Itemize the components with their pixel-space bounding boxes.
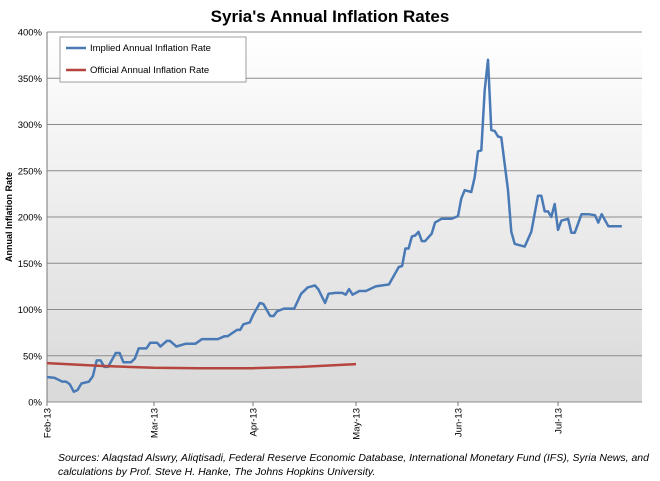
x-tick-label: May-13 bbox=[352, 408, 363, 440]
y-tick-label: 150% bbox=[18, 259, 43, 270]
legend-label-official: Official Annual Inflation Rate bbox=[90, 65, 209, 76]
source-note: Sources: Alaqstad Alswry, Aliqtisadi, Fe… bbox=[58, 452, 649, 478]
chart-title: Syria's Annual Inflation Rates bbox=[211, 7, 450, 26]
y-tick-label: 50% bbox=[23, 351, 43, 362]
y-tick-label: 400% bbox=[18, 28, 43, 39]
series-implied-inflation-line bbox=[46, 58, 622, 394]
y-axis-label: Annual Inflation Rate bbox=[4, 172, 14, 262]
y-tick-label: 200% bbox=[18, 213, 43, 224]
legend-label-implied: Implied Annual Inflation Rate bbox=[90, 43, 211, 54]
legend: Implied Annual Inflation Rate Official A… bbox=[59, 36, 247, 83]
y-tick-label: 0% bbox=[28, 398, 42, 409]
x-tick-label: Feb-13 bbox=[43, 408, 54, 438]
series-official-inflation-line bbox=[46, 361, 357, 370]
y-tick-label: 100% bbox=[18, 305, 43, 316]
x-axis-ticks: Feb-13 Mar-13 Apr-13 May-13 Jun-13 Jul-13 bbox=[43, 402, 565, 440]
y-tick-label: 300% bbox=[18, 120, 43, 131]
x-tick-label: Mar-13 bbox=[150, 408, 161, 438]
x-tick-label: Apr-13 bbox=[249, 408, 260, 437]
y-tick-label: 250% bbox=[18, 166, 43, 177]
y-tick-label: 350% bbox=[18, 74, 43, 85]
x-tick-label: Jun-13 bbox=[454, 408, 465, 437]
y-axis-ticks: 0% 50% 100% 150% 200% 250% 300% 350% 400% bbox=[18, 28, 43, 409]
x-tick-label: Jul-13 bbox=[554, 408, 565, 434]
